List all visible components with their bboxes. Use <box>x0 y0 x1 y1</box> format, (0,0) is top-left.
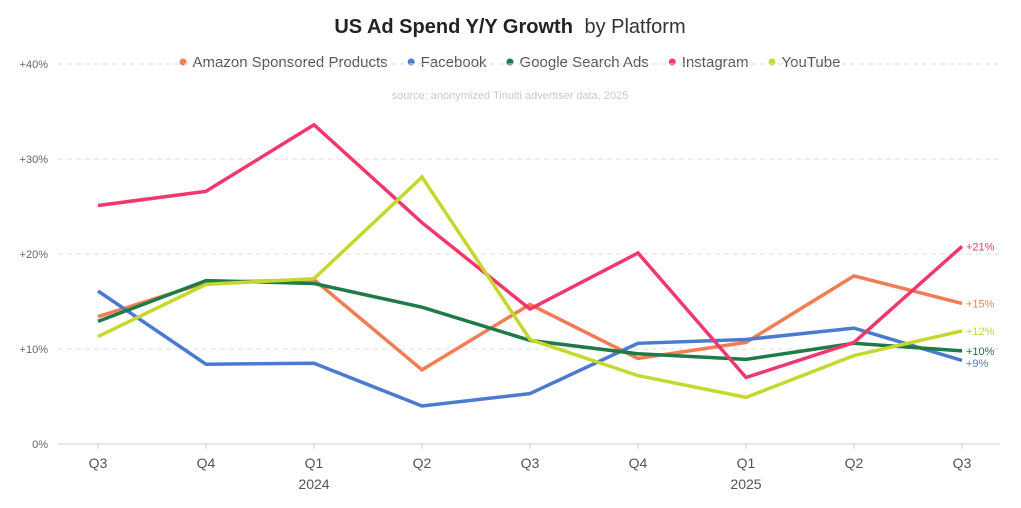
legend-label: Google Search Ads <box>520 54 649 71</box>
legend-item: Google Search Ads <box>506 54 649 71</box>
series-lines <box>97 122 964 408</box>
legend-item: Instagram <box>668 54 749 71</box>
x-tick-label: Q1 <box>737 455 756 471</box>
y-tick-label: +20% <box>20 249 49 261</box>
chart-title-bold: US Ad Spend Y/Y Growth <box>334 16 573 38</box>
end-label: +12% <box>966 326 995 338</box>
end-label: +9% <box>966 358 989 370</box>
x-tick-label: Q4 <box>197 455 216 471</box>
series-line-amazon-sponsored-products <box>97 274 963 373</box>
x-tick-label: Q2 <box>413 455 432 471</box>
x-tick-label: Q4 <box>629 455 648 471</box>
legend: Amazon Sponsored Products Facebook Google … <box>179 54 841 71</box>
legend-item: Amazon Sponsored Products <box>179 54 388 71</box>
series-line-facebook <box>97 289 963 408</box>
end-label: +10% <box>966 346 995 358</box>
chart-title: US Ad Spend Y/Y Growth by Platform <box>334 16 685 38</box>
chart-title-rest: by Platform <box>584 16 685 38</box>
x-tick-label: Q3 <box>89 455 108 471</box>
legend-label: YouTube <box>782 54 841 71</box>
legend-item: Facebook <box>407 54 487 71</box>
legend-label: Instagram <box>682 54 749 71</box>
end-labels: +21% +15% +12% +10%+9% <box>966 241 995 370</box>
end-label: +15% <box>966 298 995 310</box>
y-tick-label: 0% <box>32 439 48 451</box>
grid <box>58 63 1000 445</box>
x-tick-label: Q3 <box>953 455 972 471</box>
x-year-label: 2025 <box>730 476 761 492</box>
source-note: source: anonymized Tinuiti advertiser da… <box>392 90 629 102</box>
y-tick-label: +30% <box>20 154 49 166</box>
x-year-label: 2024 <box>298 476 329 492</box>
x-tick-label: Q3 <box>521 455 540 471</box>
x-tick-label: Q2 <box>845 455 864 471</box>
legend-item: YouTube <box>768 54 841 71</box>
legend-label: Facebook <box>421 54 487 71</box>
y-tick-label: +40% <box>20 59 49 71</box>
y-axis: 0% +10% +20% +30% +40% <box>20 59 49 451</box>
x-tick-label: Q1 <box>305 455 324 471</box>
x-axis: Q3 Q4 Q1 Q2 Q3 Q4 Q1 Q2 Q3 2024 2025 <box>89 444 972 492</box>
y-tick-label: +10% <box>20 344 49 356</box>
series-line-instagram <box>97 122 964 380</box>
end-label: +21% <box>966 241 995 253</box>
legend-label: Amazon Sponsored Products <box>193 54 388 71</box>
series-line-youtube <box>97 174 963 400</box>
